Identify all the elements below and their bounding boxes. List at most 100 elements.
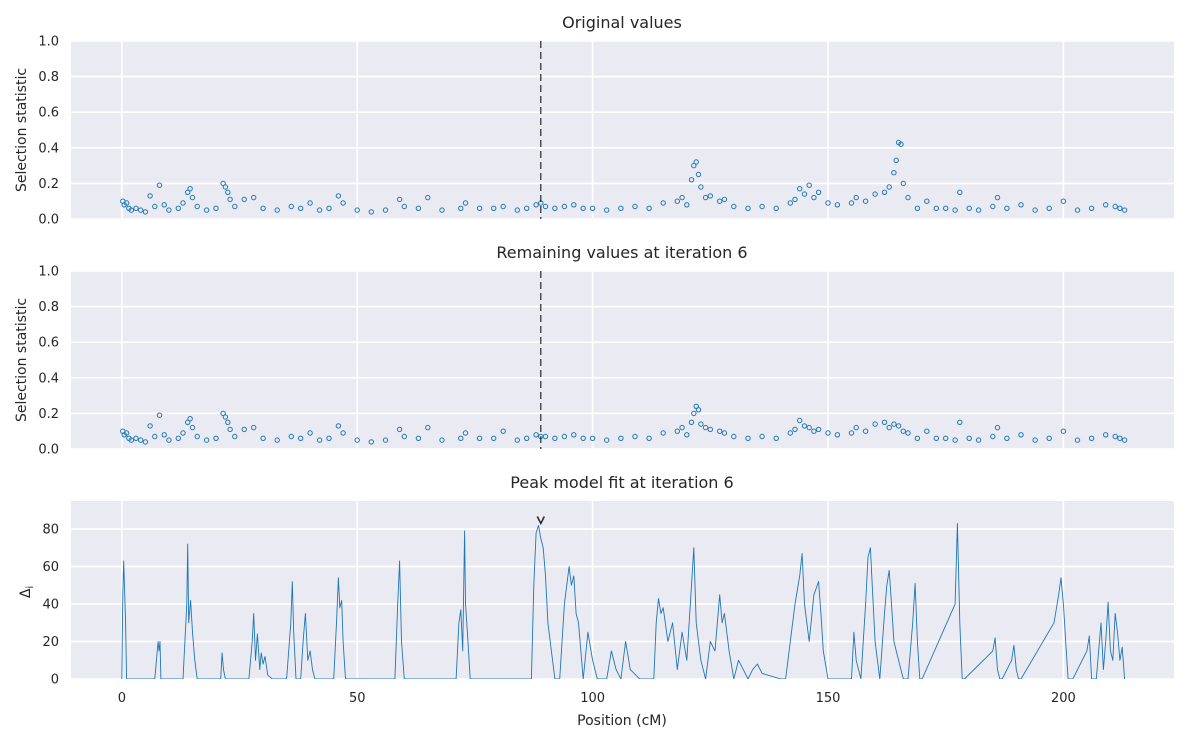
- data-point: [225, 189, 231, 196]
- data-point: [189, 424, 196, 431]
- data-point: [524, 205, 530, 212]
- data-point: [801, 191, 808, 197]
- y-tick-label: 1.0: [38, 265, 59, 280]
- data-point: [396, 196, 403, 203]
- data-point: [580, 205, 586, 212]
- y-axis-label: Selection statistic: [14, 68, 30, 192]
- data-point: [825, 200, 831, 206]
- data-point: [660, 200, 666, 206]
- data-point: [491, 205, 497, 212]
- data-point: [232, 203, 238, 210]
- data-point: [1046, 435, 1052, 441]
- data-point: [914, 205, 921, 212]
- data-point: [222, 184, 229, 190]
- data-point: [872, 191, 878, 197]
- data-point: [298, 205, 304, 212]
- y-tick-labels: 0.0 0.2 0.4 0.6 0.8 1.0: [38, 265, 59, 458]
- data-point: [514, 207, 520, 213]
- data-point: [731, 203, 737, 210]
- data-point: [801, 423, 808, 429]
- data-point: [1103, 432, 1109, 438]
- data-point: [166, 207, 172, 213]
- data-point: [698, 184, 704, 190]
- data-point: [382, 437, 389, 443]
- data-point: [853, 194, 859, 201]
- data-point: [702, 424, 709, 431]
- data-point: [156, 412, 163, 418]
- data-point: [462, 430, 469, 436]
- plot-background: [71, 271, 1174, 449]
- data-point: [241, 426, 247, 433]
- data-point: [180, 200, 186, 206]
- data-point: [646, 435, 652, 441]
- data-point: [862, 428, 869, 434]
- data-point: [684, 202, 690, 208]
- data-point: [425, 424, 431, 431]
- data-point: [688, 177, 695, 183]
- data-point: [698, 421, 704, 427]
- x-tick-label: 50: [349, 691, 366, 706]
- data-point: [943, 205, 949, 212]
- data-point: [180, 430, 186, 436]
- data-point: [721, 430, 728, 436]
- x-axis-label: Position (cM): [577, 713, 667, 729]
- data-point: [994, 194, 1001, 201]
- data-point: [1117, 205, 1123, 212]
- data-point: [895, 423, 902, 429]
- data-point: [759, 433, 765, 440]
- data-point: [792, 196, 798, 203]
- data-point: [133, 435, 139, 441]
- data-point: [924, 428, 930, 434]
- data-point: [679, 194, 685, 201]
- data-point: [185, 189, 191, 196]
- y-tick-labels: 0 20 40 60 80: [42, 523, 59, 688]
- data-point: [886, 184, 892, 190]
- data-point: [604, 207, 610, 213]
- data-point: [957, 419, 963, 425]
- data-point: [552, 435, 558, 441]
- data-point: [660, 430, 666, 436]
- data-point: [401, 203, 407, 210]
- y-axis-label: Selection statistic: [14, 298, 30, 422]
- data-point: [203, 207, 210, 213]
- data-point: [189, 194, 196, 201]
- data-point: [1046, 205, 1052, 212]
- data-point: [142, 209, 149, 215]
- data-point: [1060, 198, 1067, 204]
- data-point: [695, 171, 702, 178]
- data-point: [674, 198, 680, 204]
- data-point: [1088, 435, 1095, 441]
- y-tick-label: 0.8: [38, 70, 59, 85]
- data-point: [542, 203, 549, 210]
- panel-title: Original values: [562, 13, 682, 32]
- data-point: [307, 200, 313, 206]
- data-point: [815, 189, 822, 196]
- data-point: [905, 430, 911, 436]
- data-point: [1032, 207, 1038, 213]
- data-point: [618, 435, 624, 441]
- data-point: [1074, 207, 1081, 213]
- data-point: [260, 435, 266, 441]
- data-point: [797, 417, 803, 424]
- data-point: [684, 432, 690, 438]
- y-tick-label: 0.6: [38, 106, 59, 121]
- data-point: [891, 421, 897, 427]
- data-point: [340, 430, 346, 436]
- y-tick-label: 0.2: [38, 407, 59, 422]
- data-point: [203, 437, 210, 443]
- data-point: [274, 437, 280, 443]
- x-tick-label: 0: [118, 691, 126, 706]
- y-axis-label-main: Δ: [18, 588, 34, 598]
- data-point: [604, 437, 610, 443]
- data-point: [458, 205, 464, 212]
- data-point: [307, 430, 313, 436]
- data-point: [815, 426, 822, 433]
- data-point: [632, 433, 638, 440]
- data-point: [691, 410, 697, 417]
- data-point: [213, 435, 219, 441]
- data-point: [166, 437, 172, 443]
- data-point: [717, 198, 723, 204]
- data-point: [152, 433, 158, 440]
- data-point: [792, 426, 798, 433]
- data-point: [905, 194, 911, 201]
